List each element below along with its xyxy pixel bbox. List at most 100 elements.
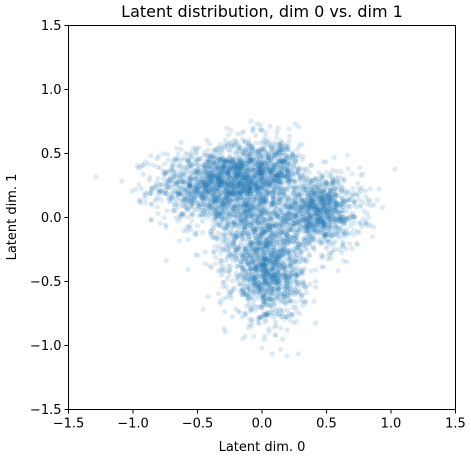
scatter-point [226,154,233,160]
scatter-point [187,181,193,187]
scatter-point [224,196,231,203]
scatter-point [231,164,237,171]
scatter-point [213,254,219,260]
scatter-point [225,164,232,170]
scatter-point [168,166,174,172]
scatter-point [234,182,240,189]
scatter-points [93,118,398,359]
scatter-point [141,195,147,201]
scatter-point [218,272,225,278]
scatter-point [189,203,195,209]
scatter-point [162,169,168,175]
scatter-point [231,177,237,183]
scatter-point [270,192,276,198]
scatter-point [236,169,242,175]
scatter-point [253,261,259,267]
scatter-point [335,268,341,274]
scatter-point [221,189,227,195]
scatter-point [234,184,240,190]
scatter-point [245,153,251,160]
scatter-point [164,208,170,214]
scatter-point [304,221,311,227]
scatter-point [156,186,163,193]
scatter-point [256,177,262,183]
scatter-point [254,274,260,280]
scatter-point [286,263,292,269]
scatter-point [209,203,215,209]
scatter-point [207,163,213,169]
scatter-point [217,183,223,189]
scatter-point [187,154,194,160]
scatter-point [233,167,239,173]
scatter-point [257,170,263,176]
scatter-point [204,164,210,170]
scatter-point [146,177,152,183]
scatter-point [272,300,278,306]
scatter-point [200,188,206,195]
scatter-point [188,171,194,177]
scatter-point [242,174,248,180]
scatter-point [215,159,221,165]
scatter-point [227,156,233,162]
scatter-point [196,170,202,176]
scatter-point [188,190,194,196]
x-tick-label: 1.0 [381,417,402,432]
scatter-point [205,197,211,203]
scatter-point [311,298,317,304]
scatter-point [294,252,300,258]
scatter-point [189,175,195,181]
scatter-point [194,188,200,194]
scatter-point [173,179,179,185]
scatter-point [204,153,210,159]
scatter-point [172,156,178,162]
scatter-point [345,197,351,203]
scatter-point [233,205,239,211]
scatter-point [256,232,262,238]
scatter-point [173,207,179,213]
scatter-point [270,183,277,189]
scatter-point [237,204,243,210]
scatter-point [218,178,224,185]
scatter-point [198,156,204,162]
scatter-point [297,311,303,317]
scatter-point [193,169,199,175]
scatter-point [215,229,221,235]
scatter-point [203,183,209,189]
scatter-point [177,191,183,197]
scatter-point [214,200,220,206]
scatter-point [292,299,298,305]
scatter-point [167,177,173,183]
scatter-point [244,292,250,298]
scatter-point [178,139,184,145]
scatter-point [311,178,317,184]
scatter-point [165,184,171,190]
scatter-point [138,200,144,206]
scatter-point [364,210,370,216]
scatter-point [194,158,201,164]
scatter-point [179,192,185,199]
scatter-point [241,157,247,163]
scatter-point [202,249,208,255]
scatter-point [248,146,255,152]
scatter-point [258,211,264,217]
scatter-point [169,195,175,201]
scatter-point [194,191,201,197]
scatter-point [158,197,164,203]
scatter-point [185,236,192,242]
scatter-point [179,171,185,177]
scatter-point [224,194,230,201]
scatter-point [210,195,217,201]
scatter-point [214,154,220,161]
scatter-point [275,158,281,164]
scatter-point [235,197,241,204]
scatter-point [214,184,220,190]
scatter-point [206,179,212,185]
scatter-point [221,159,227,165]
scatter-point [218,224,225,230]
scatter-point [277,181,283,187]
scatter-point [233,254,239,260]
scatter-point [271,189,277,195]
scatter-point [225,164,231,170]
scatter-point [139,162,145,168]
scatter-point [215,291,222,297]
